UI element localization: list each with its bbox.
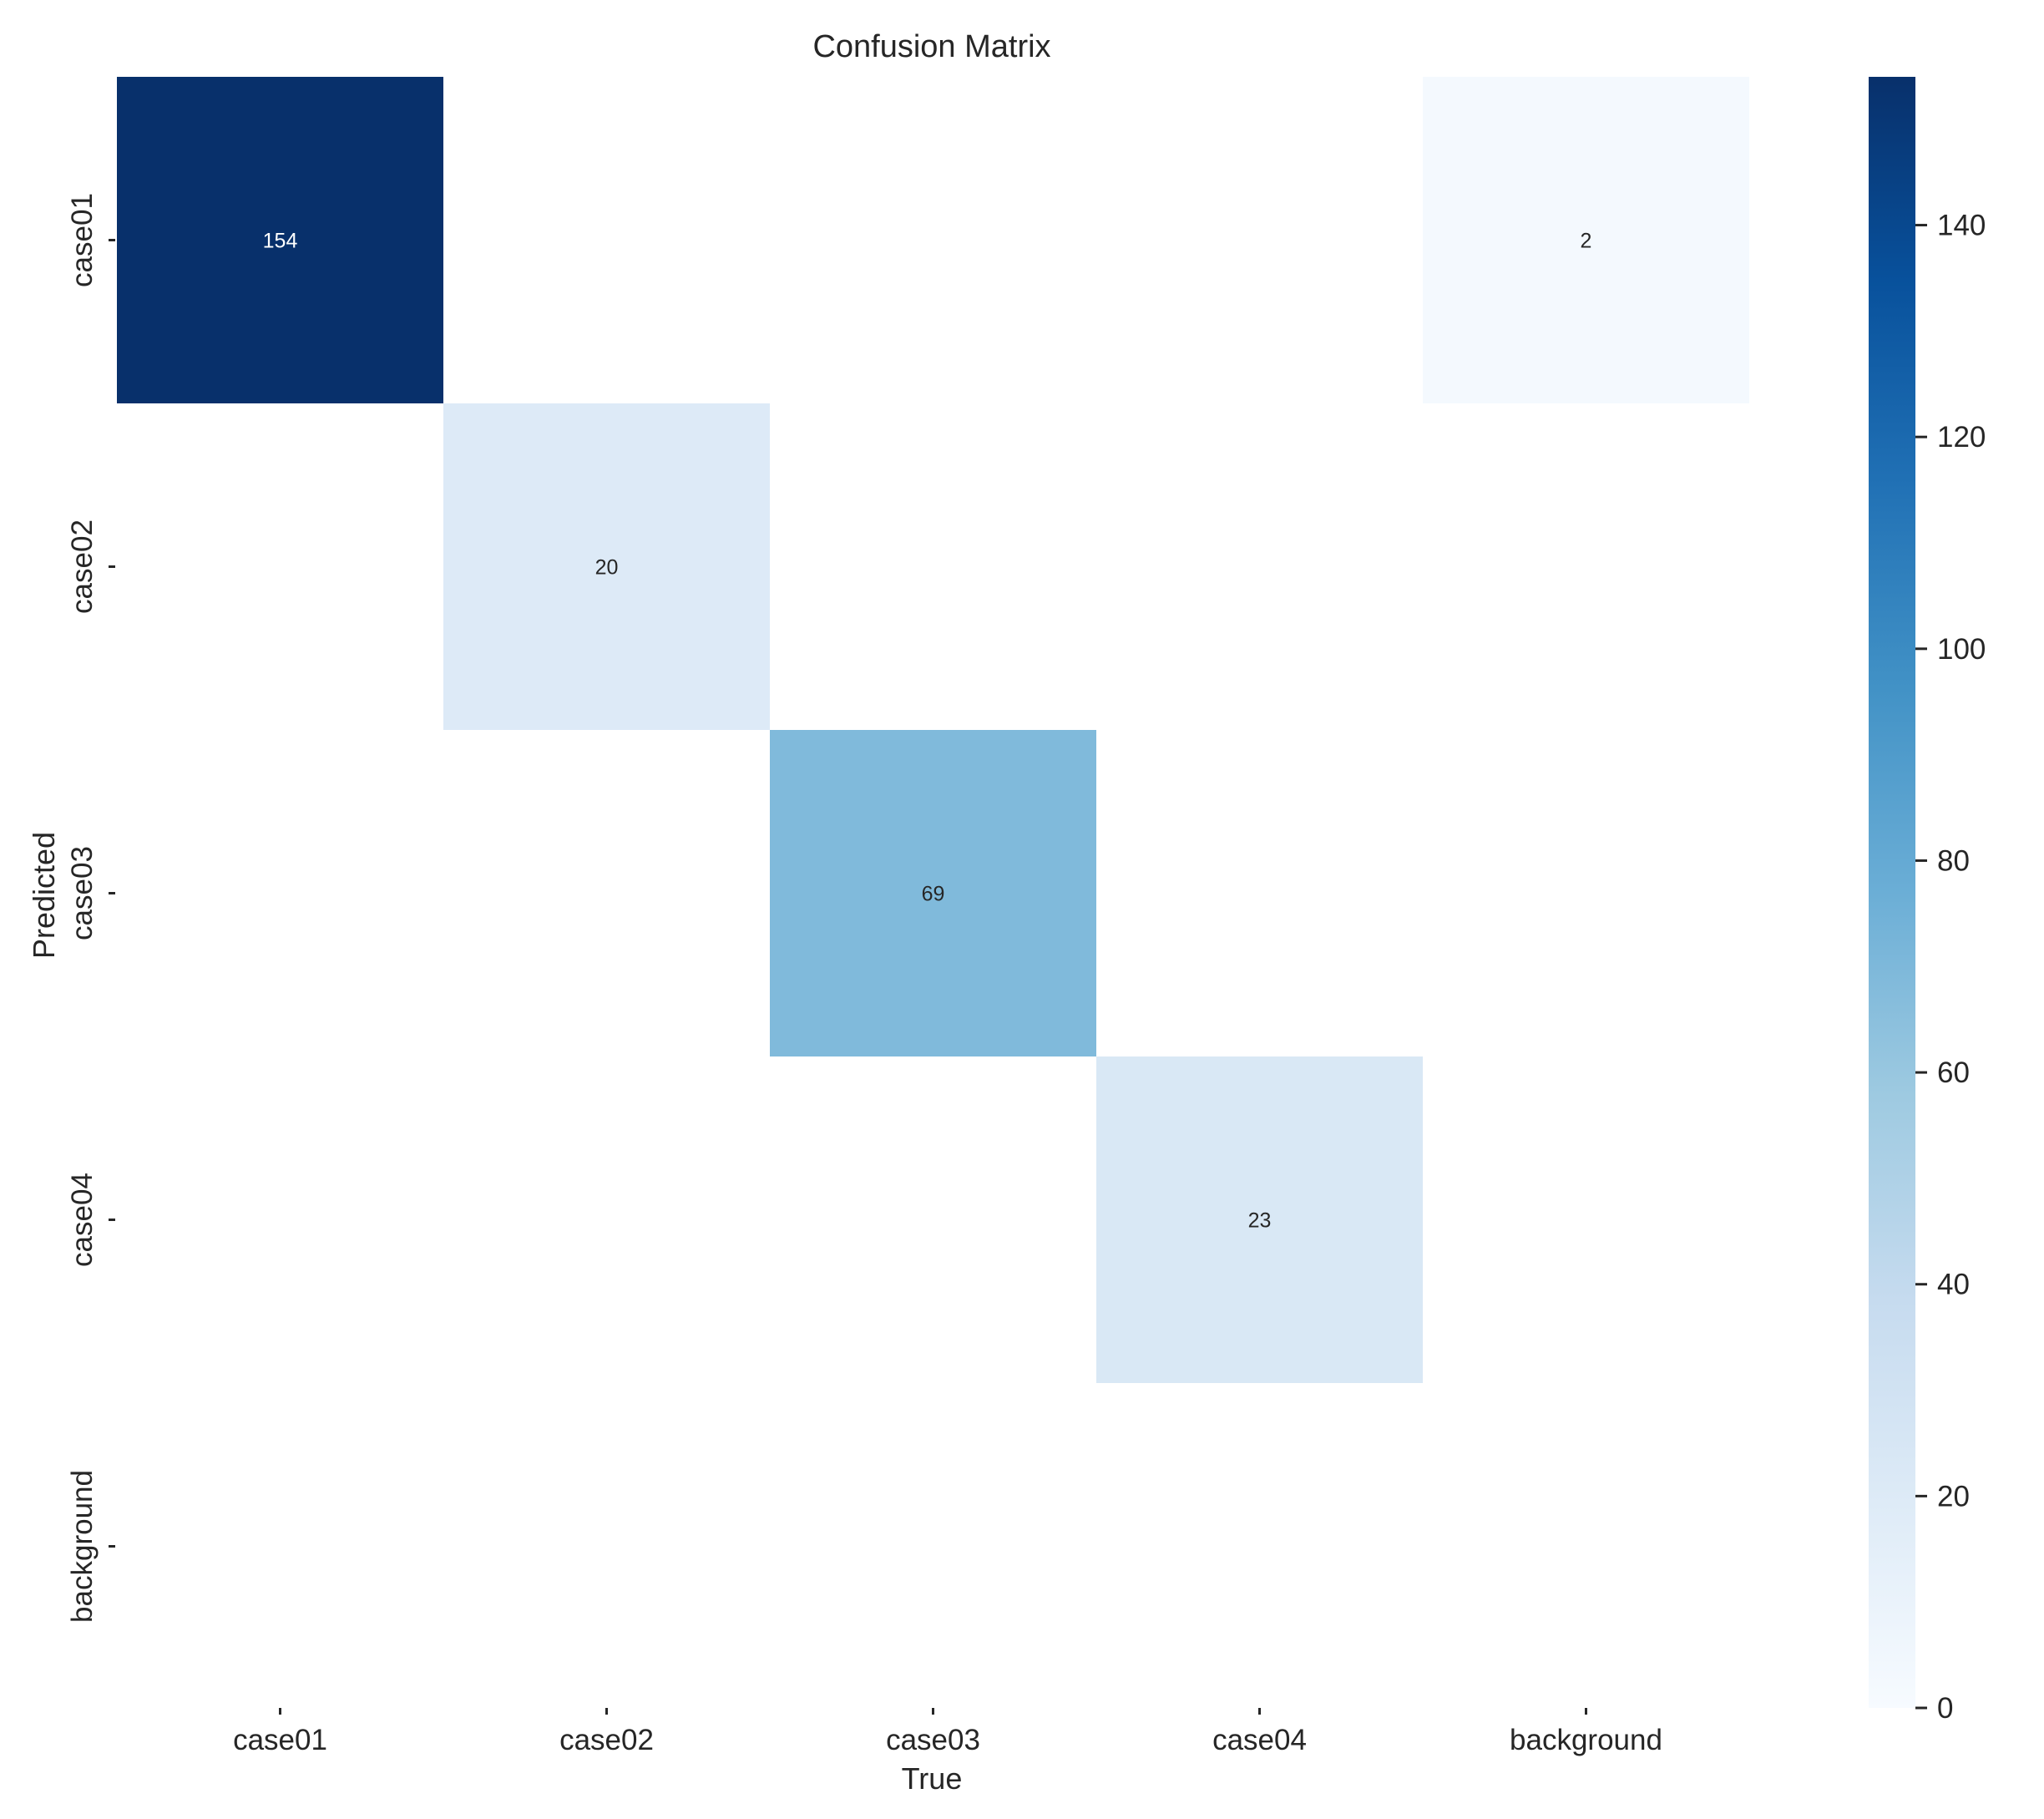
heatmap-cell <box>1423 77 1749 403</box>
heatmap-cell <box>443 403 770 730</box>
y-tick-label: case04 <box>66 1173 99 1267</box>
x-axis-label: True <box>902 1761 963 1796</box>
cell-value-label: 23 <box>1248 1209 1272 1233</box>
heatmap-cell <box>443 730 770 1056</box>
heatmap-cell <box>770 77 1096 403</box>
colorbar-tick-label: 140 <box>1937 210 1986 242</box>
heatmap-cell <box>770 730 1096 1056</box>
heatmap-cell <box>1096 403 1423 730</box>
colorbar-tick-label: 100 <box>1937 633 1986 666</box>
cell-value-label: 2 <box>1581 230 1592 253</box>
heatmap-cell <box>770 1056 1096 1383</box>
heatmap-cells: 154 2 20 69 23 <box>117 77 1749 1710</box>
colorbar-tick-label: 120 <box>1937 421 1986 453</box>
heatmap-cell <box>1423 1383 1749 1710</box>
x-tick-label: background <box>1510 1724 1662 1756</box>
y-tick-label: background <box>66 1470 99 1623</box>
x-tick-label: case03 <box>886 1724 980 1756</box>
heatmap-cell <box>443 1383 770 1710</box>
heatmap-cell <box>117 77 443 403</box>
heatmap-cell <box>1423 730 1749 1056</box>
y-tick-label: case01 <box>66 193 99 287</box>
heatmap-cell <box>1096 77 1423 403</box>
heatmap-cell <box>1423 403 1749 730</box>
heatmap-cell <box>1096 1056 1423 1383</box>
colorbar: 0 20 40 60 80 100 120 140 <box>1869 77 1986 1725</box>
x-tick-label: case04 <box>1212 1724 1307 1756</box>
heatmap-cell <box>117 1056 443 1383</box>
colorbar-gradient <box>1869 77 1915 1708</box>
heatmap-cell <box>117 1383 443 1710</box>
x-tick-label: case01 <box>233 1724 327 1756</box>
colorbar-tick-label: 0 <box>1937 1692 1953 1725</box>
colorbar-tick-label: 60 <box>1937 1056 1970 1089</box>
heatmap-cell <box>1423 1056 1749 1383</box>
heatmap-cell <box>1096 1383 1423 1710</box>
colorbar-tick-label: 20 <box>1937 1480 1970 1512</box>
cell-value-label: 154 <box>263 230 298 253</box>
heatmap-cell <box>770 1383 1096 1710</box>
colorbar-tick-label: 40 <box>1937 1269 1970 1301</box>
heatmap-cell <box>443 77 770 403</box>
y-axis-label: Predicted <box>27 832 61 959</box>
colorbar-tick-label: 80 <box>1937 844 1970 877</box>
x-axis-ticks: case01 case02 case03 case04 background <box>233 1708 1662 1756</box>
heatmap-cell <box>117 403 443 730</box>
x-tick-label: case02 <box>559 1724 654 1756</box>
chart-title: Confusion Matrix <box>812 29 1050 64</box>
y-axis-ticks: case01 case02 case03 case04 background <box>66 193 115 1623</box>
cell-value-label: 69 <box>922 883 945 906</box>
heatmap-cell <box>443 1056 770 1383</box>
heatmap-cell <box>1096 730 1423 1056</box>
cell-value-label: 20 <box>595 556 619 580</box>
heatmap-cell <box>770 403 1096 730</box>
heatmap-cell <box>117 730 443 1056</box>
y-tick-label: case03 <box>66 846 99 940</box>
y-tick-label: case02 <box>66 519 99 614</box>
colorbar-ticks: 0 20 40 60 80 100 120 140 <box>1915 210 1986 1725</box>
